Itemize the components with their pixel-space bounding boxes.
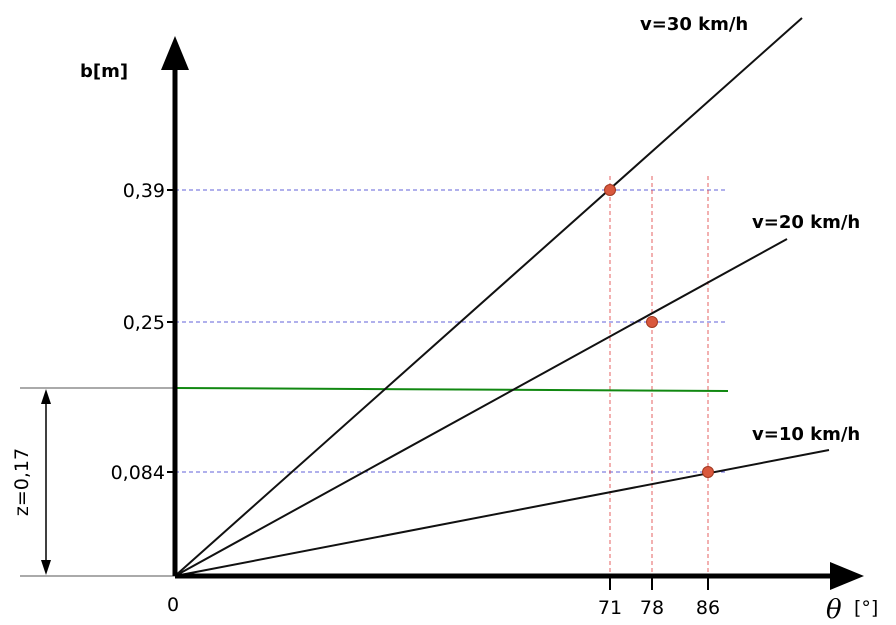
y-axis-arrow-icon bbox=[161, 36, 189, 70]
y-tick-label: 0,084 bbox=[111, 462, 165, 484]
series-label: v=30 km/h bbox=[640, 14, 748, 35]
series-line bbox=[174, 449, 830, 577]
series-lines bbox=[174, 17, 830, 577]
x-tick-label: 78 bbox=[640, 597, 664, 619]
y-tick-label: 0,25 bbox=[123, 312, 165, 334]
data-point bbox=[702, 466, 714, 478]
origin-label: 0 bbox=[167, 594, 179, 616]
series-label: v=20 km/h bbox=[752, 212, 860, 233]
series-labels: v=30 km/h v=20 km/h v=10 km/h bbox=[640, 14, 860, 445]
dimension-arrow-down-icon bbox=[41, 560, 51, 575]
x-tick-label: 71 bbox=[598, 597, 622, 619]
x-tick-labels: 71 78 86 bbox=[598, 576, 720, 619]
data-point bbox=[646, 316, 658, 328]
series-label: v=10 km/h bbox=[752, 424, 860, 445]
data-markers bbox=[604, 184, 714, 478]
dimension-arrow-up-icon bbox=[41, 389, 51, 404]
threshold-group: z=0,17 bbox=[11, 387, 729, 577]
y-tick-labels: 0,39 0,25 0,084 bbox=[111, 180, 175, 484]
data-point bbox=[604, 184, 616, 196]
guide-lines bbox=[175, 176, 725, 576]
threshold-line bbox=[174, 387, 729, 392]
series-line bbox=[174, 17, 803, 577]
x-axis-symbol: θ bbox=[826, 595, 842, 625]
x-tick-label: 86 bbox=[696, 597, 720, 619]
y-axis-label: b[m] bbox=[80, 61, 128, 82]
x-axis-unit: [°] bbox=[854, 597, 878, 619]
series-line bbox=[174, 238, 788, 577]
y-tick-label: 0,39 bbox=[123, 180, 165, 202]
threshold-label: z=0,17 bbox=[11, 448, 33, 516]
axes bbox=[161, 36, 864, 590]
x-axis-arrow-icon bbox=[830, 562, 864, 590]
